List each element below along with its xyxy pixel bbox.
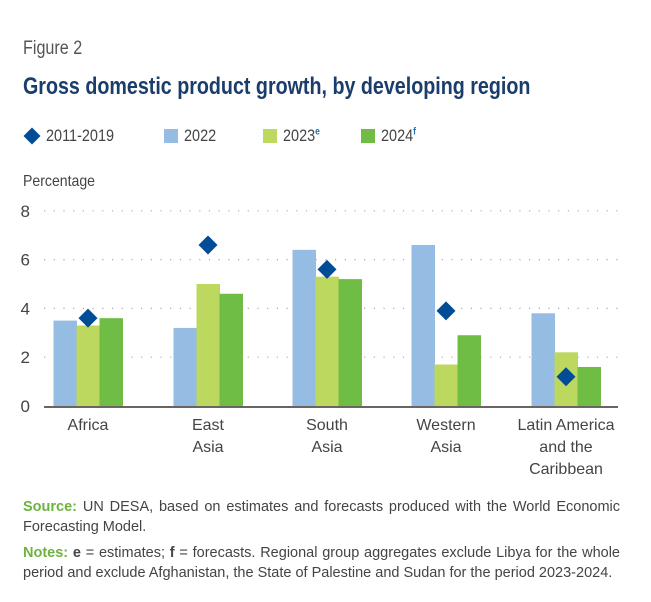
square-marker-icon (164, 129, 178, 143)
marker-2011-2019 (78, 308, 98, 328)
bar-2022 (292, 249, 316, 406)
notes: Notes: e = estimates; f = forecasts. Reg… (23, 545, 620, 581)
bar-2022 (411, 244, 435, 406)
bar-2024 (577, 366, 601, 406)
figure-label: Figure 2 (23, 38, 83, 59)
chart-title: Gross domestic product growth, by develo… (23, 73, 531, 100)
bar-2022 (173, 327, 197, 406)
bar-2023 (76, 325, 100, 406)
bar-chart: 0 2 4 6 8 Africa East Asia South Asia Western Asia L… (21, 202, 618, 478)
bar-2023 (196, 284, 220, 406)
legend-label: 2024f (381, 126, 416, 145)
bar-2024 (219, 293, 243, 406)
bar-2022 (53, 320, 77, 406)
x-tick-label: Asia (311, 439, 342, 456)
square-marker-icon (263, 129, 277, 143)
marker-2011-2019 (198, 235, 218, 255)
x-tick-label: Asia (192, 439, 223, 456)
marker-2011-2019 (436, 301, 456, 321)
legend-item-2011-2019: 2011-2019 (23, 126, 126, 146)
bar-2023 (434, 364, 458, 406)
legend-item-2022: 2022 (164, 126, 222, 146)
legend-label: 2022 (184, 126, 217, 145)
bar-2022 (531, 313, 555, 406)
square-marker-icon (361, 129, 375, 143)
marker-2011-2019 (317, 259, 337, 279)
bar-2024 (99, 318, 123, 406)
marker-2011-2019 (556, 367, 576, 387)
y-tick-label: 8 (21, 202, 30, 221)
x-tick-label: Western (416, 417, 475, 434)
y-axis-label: Percentage (23, 173, 96, 190)
x-tick-label: Caribbean (529, 461, 603, 478)
legend-label: 2023e (283, 126, 320, 145)
y-tick-label: 0 (21, 397, 30, 416)
bar-2024 (338, 279, 362, 406)
legend-item-2024: 2024f (361, 126, 422, 146)
x-tick-label: Latin America (518, 417, 615, 434)
x-tick-label: Asia (430, 439, 461, 456)
bar-2024 (457, 335, 481, 406)
source-note: Source: UN DESA, based on estimates and … (23, 499, 620, 535)
bar-2023 (315, 276, 339, 406)
x-tick-label: East (192, 417, 225, 434)
y-tick-label: 4 (21, 299, 30, 318)
x-tick-label: Africa (68, 417, 109, 434)
x-tick-label: and the (539, 439, 592, 456)
y-tick-label: 6 (21, 251, 30, 270)
legend-label: 2011-2019 (46, 126, 115, 145)
x-tick-label: South (306, 417, 348, 434)
diamond-marker-icon (23, 127, 41, 145)
y-tick-label: 2 (21, 348, 30, 367)
legend-item-2023: 2023e (263, 126, 326, 146)
